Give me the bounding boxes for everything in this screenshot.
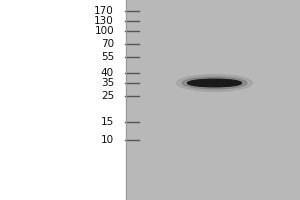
Text: 100: 100 [94, 26, 114, 36]
Text: 130: 130 [94, 16, 114, 26]
Bar [126, 0, 300, 200]
Text: 70: 70 [101, 39, 114, 49]
Text: 35: 35 [101, 78, 114, 88]
Text: 15: 15 [101, 117, 114, 127]
Ellipse shape [182, 77, 247, 89]
Ellipse shape [177, 75, 252, 91]
Text: 40: 40 [101, 68, 114, 78]
Text: 25: 25 [101, 91, 114, 101]
Text: 170: 170 [94, 6, 114, 16]
Text: 10: 10 [101, 135, 114, 145]
Text: 55: 55 [101, 52, 114, 62]
Ellipse shape [188, 79, 242, 87]
